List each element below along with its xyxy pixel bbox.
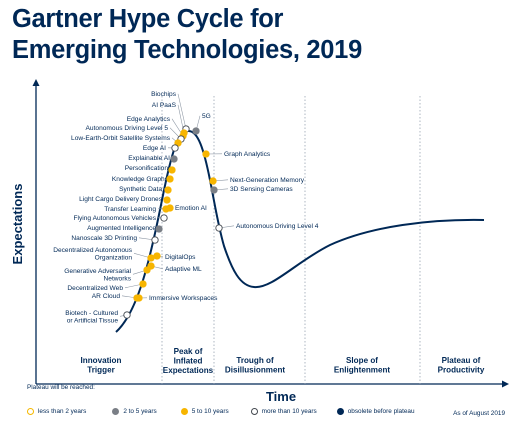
tech-dot-autonomous-driving-level-4 xyxy=(215,224,223,232)
tech-label-transfer-learning: Transfer Learning xyxy=(104,206,156,213)
tech-dot-adaptive-ml xyxy=(147,262,155,270)
as-of-date: As of August 2019 xyxy=(453,410,505,417)
tech-dot-nanoscale-3d-printing xyxy=(151,236,159,244)
tech-label-edge-analytics: Edge Analytics xyxy=(127,116,171,123)
tech-dot-synthetic-data xyxy=(164,186,172,194)
tech-label-low-earth-orbit-satellite-systems: Low-Earth-Orbit Satellite Systems xyxy=(71,135,171,142)
legend-item-2to5: 2 to 5 years xyxy=(112,408,157,415)
tech-dot-next-generation-memory xyxy=(209,177,217,185)
legend-dot-gt10 xyxy=(250,408,258,415)
tech-label-biochips: Biochips xyxy=(151,91,177,98)
tech-label-adaptive-ml: Adaptive ML xyxy=(165,266,202,273)
legend-label-2to5: 2 to 5 years xyxy=(123,408,157,415)
legend-label-gt10: more than 10 years xyxy=(261,408,317,415)
tech-label-explainable-ai: Explainable AI xyxy=(128,155,170,162)
x-axis-arrowhead xyxy=(502,380,509,388)
phase-label-5: Plateau of Productivity xyxy=(438,356,485,375)
tech-label-next-generation-memory: Next-Generation Memory xyxy=(230,177,305,184)
tech-dot-emotion-ai xyxy=(166,204,174,212)
legend-label-lt2: less than 2 years xyxy=(38,408,87,415)
tech-label-decentralized-autonomous-organization: Decentralized Autonomous Organization xyxy=(53,247,133,261)
tech-label-edge-ai: Edge AI xyxy=(143,145,166,152)
leader-line-biochips xyxy=(177,93,187,130)
tech-dot-biotech-cultured-or-artificial-tissue xyxy=(123,311,131,319)
phase-separators xyxy=(161,96,421,384)
tech-label-nanoscale-3d-printing: Nanoscale 3D Printing xyxy=(71,235,137,242)
legend-item-obsolete: obsolete before plateau xyxy=(336,408,415,415)
tech-dot-flying-autonomous-vehicles xyxy=(160,214,168,222)
tech-dot-digitalops xyxy=(153,252,161,260)
tech-label-synthetic-data: Synthetic Data xyxy=(119,186,162,193)
tech-dot-3d-sensing-cameras xyxy=(210,186,218,194)
y-axis-arrowhead xyxy=(32,79,40,86)
technology-dots xyxy=(123,125,223,319)
tech-label-decentralized-web: Decentralized Web xyxy=(67,285,123,292)
tech-label-autonomous-driving-level-5: Autonomous Driving Level 5 xyxy=(86,125,169,132)
legend-label-obsolete: obsolete before plateau xyxy=(347,408,415,415)
title-line-1: Gartner Hype Cycle for xyxy=(12,5,284,33)
tech-dot-personification xyxy=(168,166,176,174)
tech-label-augmented-intelligence: Augmented Intelligence xyxy=(87,225,156,232)
legend-item-gt10: more than 10 years xyxy=(250,408,317,415)
legend-item-5to10: 5 to 10 years xyxy=(180,408,229,415)
tech-dot-decentralized-web xyxy=(139,280,147,288)
tech-dot-decentralized-autonomous-organization xyxy=(147,254,155,262)
phase-label-4: Slope of Enlightenment xyxy=(334,356,391,375)
legend-dot-lt2 xyxy=(27,408,34,415)
legend-dot-5to10 xyxy=(180,408,188,415)
tech-dot-explainable-ai xyxy=(170,155,178,163)
phase-label-1: Innovation Trigger xyxy=(81,356,122,375)
tech-label-generative-adversarial-networks: Generative Adversarial Networks xyxy=(64,268,131,282)
tech-label-digitalops: DigitalOps xyxy=(165,254,196,261)
tech-label-ar-cloud: AR Cloud xyxy=(92,293,121,300)
tech-label-graph-analytics: Graph Analytics xyxy=(224,151,271,158)
tech-label-ai-paas: AI PaaS xyxy=(152,102,177,109)
legend-dot-2to5 xyxy=(112,408,120,415)
legend-title: Plateau will be reached: xyxy=(27,384,95,391)
legend-dot-obsolete xyxy=(336,408,344,415)
hype-cycle-curve xyxy=(115,130,485,333)
tech-dot-augmented-intelligence xyxy=(155,225,163,233)
tech-label-5g: 5G xyxy=(202,113,211,120)
tech-label-biotech-cultured-or-artificial-tissue: Biotech - Cultured or Artificial Tissue xyxy=(65,310,118,324)
legend-item-lt2: less than 2 years xyxy=(27,408,86,415)
tech-dot-light-cargo-delivery-drones xyxy=(163,196,171,204)
tech-label-flying-autonomous-vehicles: Flying Autonomous Vehicles xyxy=(74,215,157,222)
x-axis-label: Time xyxy=(266,389,296,404)
tech-label-personification: Personification xyxy=(125,165,169,172)
y-axis-label: Expectations xyxy=(10,184,25,265)
tech-dot-immersive-workspaces xyxy=(135,294,143,302)
tech-dot-5g xyxy=(192,127,200,135)
tech-label-autonomous-driving-level-4: Autonomous Driving Level 4 xyxy=(236,223,319,230)
phase-label-2: Peak of Inflated Expectations xyxy=(163,347,214,375)
technology-markers: Biochips AI PaaS Edge Analytics Autonomous … xyxy=(53,91,319,324)
tech-label-emotion-ai: Emotion AI xyxy=(175,205,207,212)
phase-labels: Innovation Trigger Peak of Inflated Expectat… xyxy=(81,347,485,375)
tech-label-3d-sensing-cameras: 3D Sensing Cameras xyxy=(230,186,293,193)
legend: less than 2 years 2 to 5 years 5 to 10 yea… xyxy=(27,408,415,415)
title-line-2: Emerging Technologies, 2019 xyxy=(12,36,362,64)
tech-dot-knowledge-graphs xyxy=(166,175,174,183)
tech-dot-edge-ai xyxy=(171,144,179,152)
tech-label-light-cargo-delivery-drones: Light Cargo Delivery Drones xyxy=(79,196,163,203)
tech-label-immersive-workspaces: Immersive Workspaces xyxy=(149,295,218,302)
legend-label-5to10: 5 to 10 years xyxy=(191,408,229,415)
tech-dot-graph-analytics xyxy=(202,150,210,158)
phase-label-3: Trough of Disillusionment xyxy=(225,356,286,375)
tech-label-knowledge-graphs: Knowledge Graphs xyxy=(112,176,169,183)
